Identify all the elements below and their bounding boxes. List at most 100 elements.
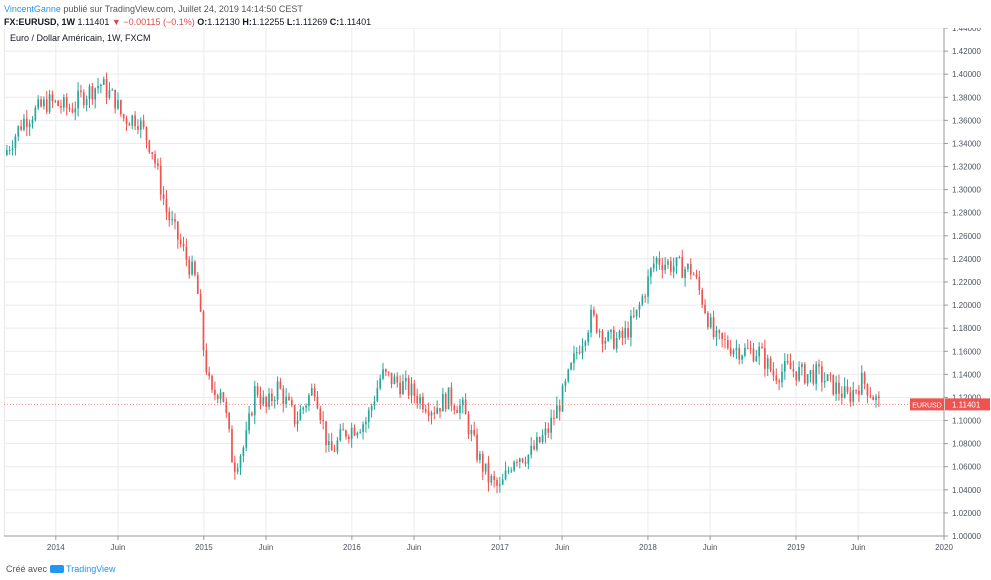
candle-body <box>339 429 342 441</box>
candle-body <box>308 395 310 406</box>
candle-body <box>518 458 521 463</box>
candle-body <box>225 401 228 413</box>
candle-body <box>276 381 279 400</box>
candle-body <box>721 332 723 340</box>
candle-body <box>872 396 875 401</box>
candle-body <box>812 370 815 384</box>
candle-body <box>578 352 581 354</box>
candle-body <box>342 429 344 431</box>
candle-body <box>513 461 515 471</box>
candle-body <box>359 431 362 433</box>
candle-body <box>416 396 419 404</box>
candle-body <box>273 399 276 401</box>
candle-body <box>268 393 270 407</box>
candle-body <box>310 388 313 396</box>
candle-body <box>148 140 151 153</box>
candle-body <box>71 109 74 113</box>
candle-body <box>290 400 293 406</box>
candle-body <box>82 92 85 106</box>
candle-body <box>516 461 518 463</box>
candle-body <box>536 437 538 450</box>
candle-body <box>8 150 11 152</box>
candle-body <box>382 369 384 379</box>
candle-body <box>362 424 364 432</box>
candle-body <box>251 413 253 416</box>
candle-body <box>647 276 649 297</box>
candle-body <box>157 163 159 166</box>
tradingview-brand[interactable]: TradingView <box>50 564 116 574</box>
chart-frame[interactable]: 1.44000 1.42000 1.40000 1.38000 1.36000 1.340… <box>4 28 990 553</box>
candle-body <box>77 90 79 109</box>
candle-body <box>433 412 436 414</box>
author-link[interactable]: VincentGanne <box>4 4 61 14</box>
candle-body <box>319 408 322 420</box>
candle-body <box>322 419 325 422</box>
candle-body <box>687 263 689 270</box>
candle-body <box>34 107 37 121</box>
candle-body <box>490 476 493 483</box>
candle-body <box>211 376 213 390</box>
candle-body <box>641 296 644 305</box>
price-chart[interactable]: 1.44000 1.42000 1.40000 1.38000 1.36000 1.340… <box>4 28 991 553</box>
candle-body <box>564 381 567 386</box>
x-tick-label: 2017 <box>491 543 509 552</box>
candle-body <box>855 390 857 392</box>
high-label: H: <box>242 17 252 27</box>
candle-body <box>561 385 564 412</box>
candle-body <box>709 317 712 328</box>
x-tick-label: 2020 <box>935 543 953 552</box>
candle-body <box>23 118 25 130</box>
candle-body <box>718 330 721 333</box>
candle-body <box>621 330 624 338</box>
candle-body <box>835 382 837 395</box>
candle-body <box>5 150 8 155</box>
candle-body <box>558 405 561 412</box>
candle-body <box>28 123 31 128</box>
candle-body <box>587 332 590 342</box>
candle-body <box>769 358 772 371</box>
y-tick-label: 1.10000 <box>952 417 981 426</box>
candle-body <box>17 126 20 137</box>
candle-body <box>137 126 139 130</box>
candle-body <box>117 100 119 109</box>
candle-body <box>248 413 250 431</box>
x-tick-label: 2016 <box>343 543 361 552</box>
candle-body <box>228 412 230 429</box>
candle-body <box>367 410 370 422</box>
candle-body <box>701 289 704 305</box>
candle-body <box>749 348 752 350</box>
candle-body <box>253 386 256 416</box>
candle-body <box>533 445 535 450</box>
y-tick-label: 1.32000 <box>952 163 981 172</box>
candle-body <box>122 114 125 119</box>
candle-body <box>231 428 233 463</box>
candle-body <box>829 374 832 376</box>
candle-body <box>667 261 669 265</box>
candle-body <box>464 399 467 415</box>
candle-body <box>612 329 615 349</box>
candle-body <box>279 381 282 389</box>
candle-body <box>570 363 572 370</box>
candle-body <box>555 405 558 419</box>
candle-body <box>530 445 533 455</box>
candle-body <box>510 470 513 472</box>
candle-body <box>245 430 248 448</box>
candle-body <box>376 388 379 402</box>
candle-body <box>196 274 199 294</box>
last-price: 1.11401 <box>77 17 110 27</box>
candle-body <box>675 257 678 267</box>
candle-body <box>541 435 544 443</box>
candle-body <box>353 427 356 436</box>
candle-body <box>422 396 424 410</box>
candle-body <box>878 396 880 398</box>
candle-body <box>755 356 758 362</box>
candle-body <box>598 331 601 333</box>
candle-body <box>31 120 34 124</box>
x-tick-label: Juin <box>703 543 718 552</box>
candle-body <box>125 118 128 124</box>
candle-body <box>171 219 173 221</box>
candle-body <box>80 90 82 93</box>
y-tick-label: 1.20000 <box>952 301 981 310</box>
candle-body <box>444 393 447 410</box>
candle-body <box>194 261 196 275</box>
